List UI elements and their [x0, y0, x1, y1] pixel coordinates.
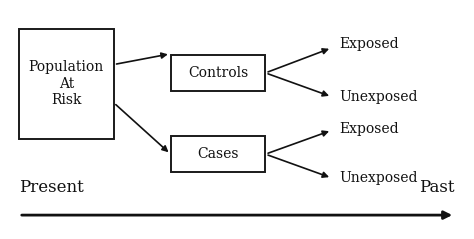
- FancyBboxPatch shape: [171, 136, 265, 172]
- Text: Cases: Cases: [197, 147, 239, 161]
- Text: Population
At
Risk: Population At Risk: [29, 60, 104, 107]
- Text: Controls: Controls: [188, 66, 248, 80]
- FancyBboxPatch shape: [171, 55, 265, 91]
- FancyBboxPatch shape: [19, 29, 114, 139]
- Text: Exposed: Exposed: [339, 122, 399, 136]
- Text: Unexposed: Unexposed: [339, 171, 418, 185]
- Text: Present: Present: [19, 179, 84, 196]
- Text: Past: Past: [419, 179, 455, 196]
- Text: Exposed: Exposed: [339, 37, 399, 51]
- Text: Unexposed: Unexposed: [339, 90, 418, 104]
